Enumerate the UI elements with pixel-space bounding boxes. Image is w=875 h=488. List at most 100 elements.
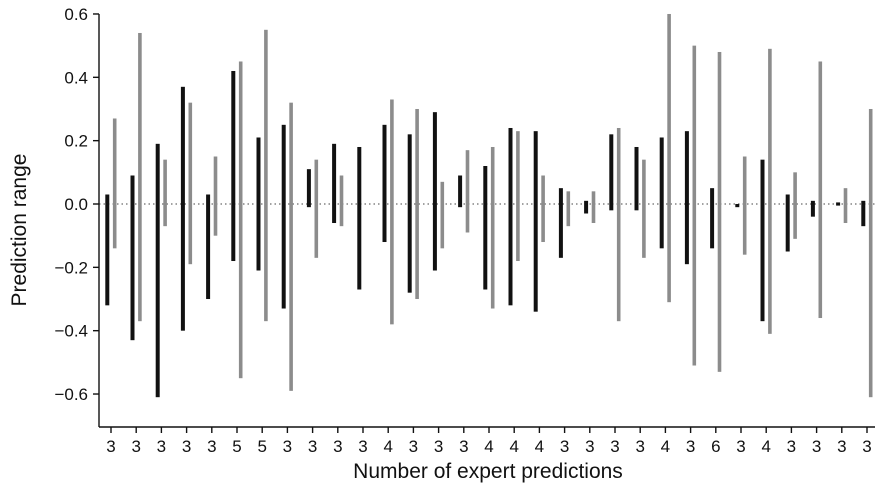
range-bar-black [760, 159, 765, 322]
range-bar-grey [339, 175, 344, 227]
x-tick-label: 3 [812, 437, 821, 456]
range-bar-black [533, 131, 538, 312]
range-bar-grey [843, 188, 848, 223]
x-tick-label: 3 [560, 437, 569, 456]
range-bar-grey [314, 159, 319, 258]
x-tick-label: 3 [686, 437, 695, 456]
range-bar-grey [768, 48, 772, 334]
range-bar-grey [213, 156, 218, 236]
range-bar-grey [793, 172, 797, 239]
range-bar-black [785, 194, 790, 252]
x-tick-label: 4 [661, 437, 670, 456]
x-tick-label: 3 [787, 437, 796, 456]
x-tick-label: 3 [862, 437, 871, 456]
range-bar-grey [465, 150, 470, 233]
range-bar-black [256, 137, 261, 271]
range-bar-black [432, 112, 437, 271]
x-tick-label: 3 [736, 437, 745, 456]
x-tick-label: 3 [409, 437, 418, 456]
y-tick-label: 0.0 [64, 195, 88, 214]
range-bar-grey [667, 13, 671, 303]
range-bar-black [130, 175, 135, 341]
range-bar-grey [188, 102, 193, 265]
range-bar-black [710, 188, 715, 249]
range-bar-black [357, 146, 362, 290]
range-bar-black [836, 202, 841, 206]
x-tick-label: 3 [283, 437, 292, 456]
x-tick-label: 3 [358, 437, 367, 456]
x-tick-label: 3 [106, 437, 115, 456]
range-bar-black [206, 194, 211, 300]
x-tick-label: 4 [535, 437, 544, 456]
range-bar-grey [163, 159, 167, 227]
range-bar-grey [390, 99, 394, 325]
range-bar-grey [642, 159, 646, 258]
x-tick-label: 6 [711, 437, 720, 456]
x-tick-label: 4 [383, 437, 392, 456]
range-bar-black [634, 146, 639, 211]
x-tick-label: 5 [232, 437, 241, 456]
range-bar-black [861, 200, 866, 227]
x-tick-label: 3 [157, 437, 166, 456]
x-tick-label: 5 [257, 437, 266, 456]
x-tick-label: 3 [434, 437, 443, 456]
x-tick-label: 4 [509, 437, 518, 456]
range-bar-grey [490, 146, 495, 309]
range-bar-black [458, 175, 463, 208]
range-bar-grey [264, 29, 268, 322]
range-bar-black [382, 124, 387, 243]
range-bar-grey [415, 108, 419, 300]
range-bar-black [180, 86, 185, 331]
x-tick-label: 3 [207, 437, 216, 456]
range-bar-grey [541, 175, 545, 243]
x-tick-label: 3 [635, 437, 644, 456]
x-axis-title: Number of expert predictions [353, 460, 623, 483]
x-tick-label: 3 [837, 437, 846, 456]
y-axis-title: Prediction range [8, 154, 31, 307]
y-tick-label: −0.2 [54, 258, 88, 277]
range-bar-black [155, 143, 160, 398]
y-tick-label: 0.2 [64, 132, 88, 151]
range-bar-grey [289, 102, 293, 391]
x-tick-label: 3 [308, 437, 317, 456]
range-bar-black [584, 200, 589, 214]
range-bar-grey [818, 61, 823, 319]
range-bar-grey [692, 45, 697, 366]
range-bar-black [810, 200, 815, 217]
range-bar-grey [440, 181, 445, 249]
range-bar-grey [566, 191, 571, 227]
x-tick-label: 3 [333, 437, 342, 456]
x-tick-label: 4 [484, 437, 493, 456]
x-tick-label: 3 [459, 437, 468, 456]
range-bar-black [735, 204, 740, 208]
range-bar-black [281, 124, 286, 309]
range-bar-grey [112, 118, 117, 249]
range-bar-black [558, 188, 563, 258]
y-tick-label: −0.6 [54, 385, 88, 404]
range-bar-grey [616, 127, 621, 322]
y-tick-label: −0.4 [54, 322, 88, 341]
range-bar-grey [742, 156, 747, 255]
range-bar-black [105, 194, 110, 306]
range-bar-black [231, 70, 236, 262]
y-tick-label: 0.6 [64, 5, 88, 24]
x-tick-label: 3 [182, 437, 191, 456]
x-tick-label: 3 [585, 437, 594, 456]
range-bar-grey [717, 51, 722, 372]
range-bar-grey [591, 191, 596, 223]
range-bar-black [659, 137, 664, 249]
range-bar-grey [238, 61, 243, 379]
y-tick-label: 0.4 [64, 68, 88, 87]
range-bar-grey [516, 131, 520, 262]
y-axis: 0.6 0.4 0.2 0.0 −0.2 −0.4 −0.6 [54, 5, 100, 427]
range-bar-black [483, 166, 488, 290]
x-tick-label: 3 [610, 437, 619, 456]
range-bar-black [609, 134, 614, 211]
x-tick-label: 4 [761, 437, 770, 456]
x-tick-label: 3 [131, 437, 140, 456]
range-bar-black [508, 127, 513, 306]
range-bar-black [306, 169, 311, 208]
range-bar-black [407, 134, 412, 293]
